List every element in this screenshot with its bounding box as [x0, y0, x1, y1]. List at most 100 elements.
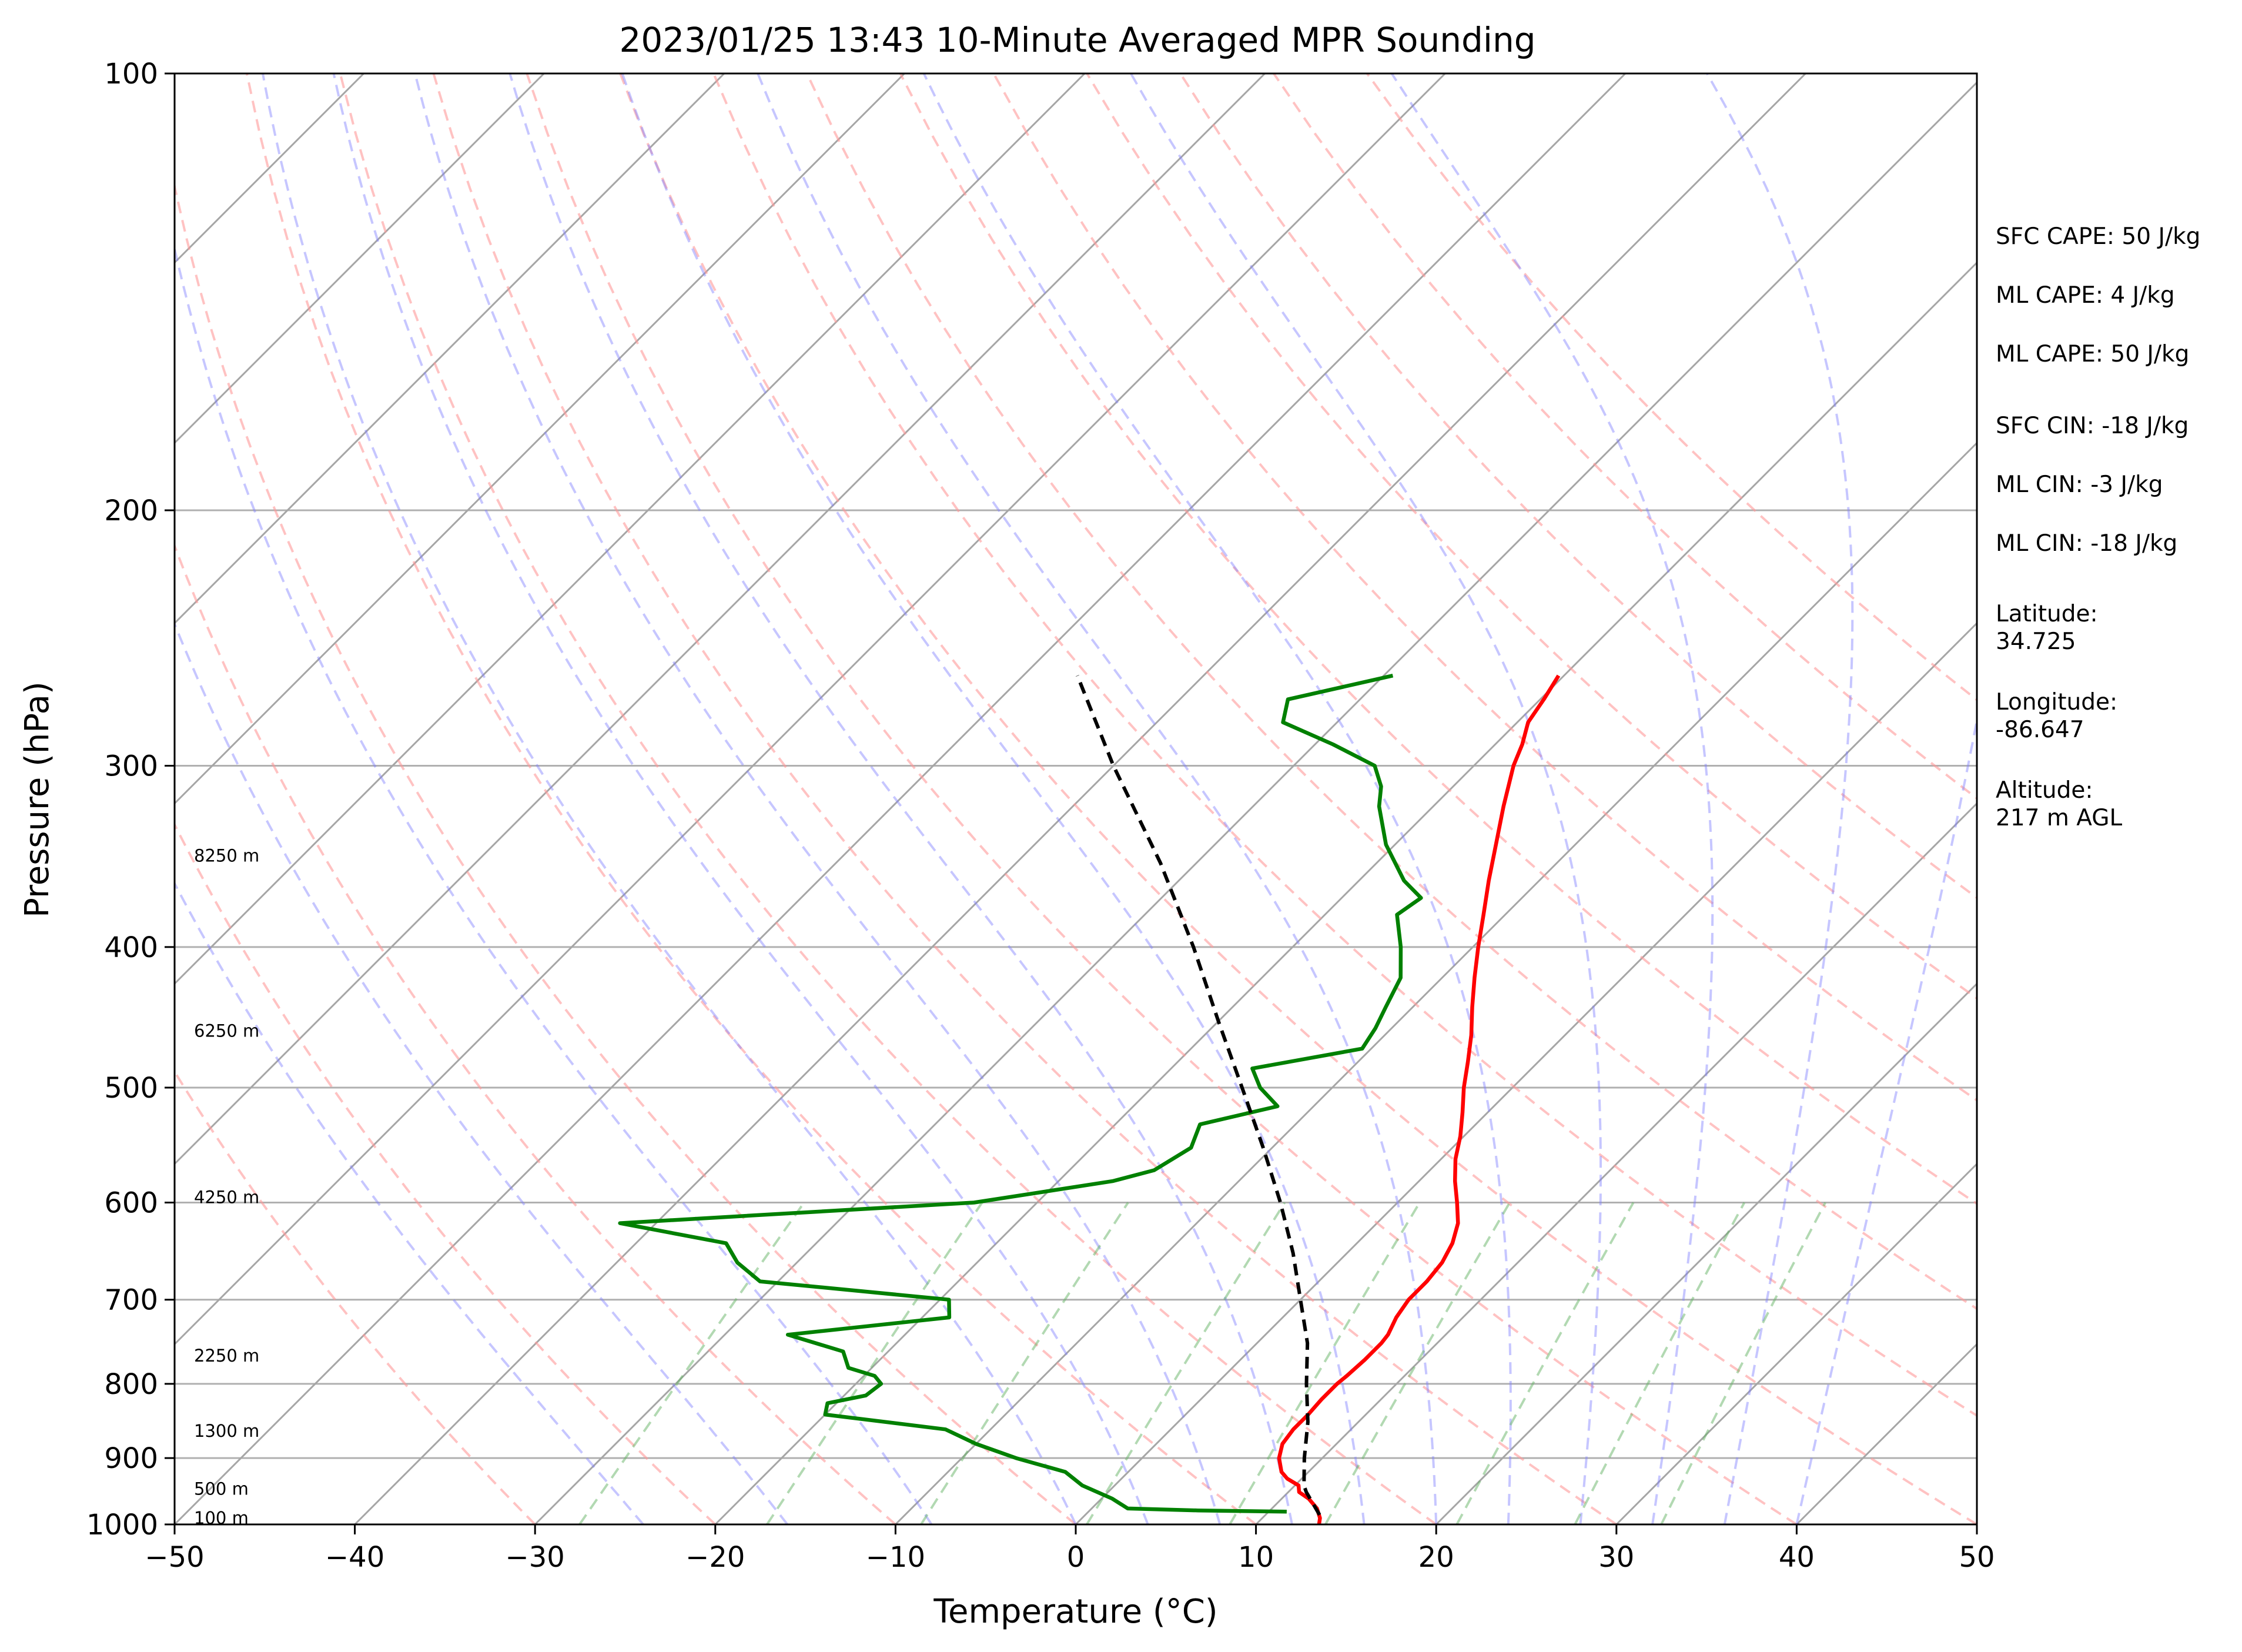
mixing-ratio-line: [766, 1202, 983, 1524]
x-tick-label: −50: [145, 1541, 204, 1574]
x-tick-label: 40: [1779, 1541, 1815, 1574]
height-labels: 100 m 500 m 1300 m 2250 m 4250 m 6250 m 8250 m: [194, 845, 259, 1524]
x-tick-label: 50: [1959, 1541, 1995, 1574]
x-tick-label: 10: [1238, 1541, 1274, 1574]
y-tick-label: 700: [104, 1284, 158, 1317]
height-label: 1300 m: [194, 1421, 259, 1441]
annotation-text: Altitude: 217 m AGL: [1996, 777, 2122, 831]
parcel-profile-line: [1076, 675, 1321, 1516]
mixing-ratio-line: [578, 1202, 805, 1524]
x-tick-label: 0: [1067, 1541, 1085, 1574]
plot-area: 100 m 500 m 1300 m 2250 m 4250 m 6250 m 8250 m: [175, 73, 1977, 1524]
annotation-text: SFC CIN: -18 J/kg: [1996, 413, 2189, 439]
temperature-profile-line: [1277, 674, 1561, 1524]
dry-adiabat: [245, 73, 1257, 1524]
sounding-series: [618, 674, 1561, 1524]
mixing-ratio-line: [1455, 1202, 1635, 1524]
dry-adiabat: [175, 822, 717, 1524]
y-tick-label: 400: [104, 931, 158, 964]
x-axis-label: Temperature (°C): [933, 1593, 1217, 1631]
isotherm-line: [1255, 802, 1977, 1524]
isotherm-line: [895, 442, 1977, 1524]
dry-adiabat: [1273, 73, 1977, 800]
dry-adiabat: [992, 73, 1977, 1102]
dewpoint-profile-line: [618, 674, 1423, 1514]
moist-adiabat: [175, 881, 644, 1524]
annotation-line: Longitude:: [1996, 689, 2117, 715]
y-tick-label: 900: [104, 1442, 158, 1475]
annotation-text: SFC CAPE: 50 J/kg: [1996, 223, 2200, 250]
moist-adiabat: [175, 243, 933, 1524]
x-axis-ticks: −50 −40 −30 −20 −10 0 10 20 30 40 50: [145, 1524, 1995, 1574]
annotation-line: 34.725: [1996, 628, 2076, 655]
dry-adiabat: [1179, 73, 1977, 899]
height-label: 4250 m: [194, 1188, 259, 1208]
moist-adiabat: [757, 73, 1438, 1524]
height-label: 6250 m: [194, 1021, 259, 1041]
moist-adiabat: [1706, 73, 1854, 1524]
isotherm-line: [714, 261, 1977, 1524]
isotherm-line: [175, 73, 545, 444]
dry-adiabat: [175, 543, 896, 1524]
annotation-line: Altitude:: [1996, 777, 2093, 804]
isotherm-line: [175, 73, 1627, 1524]
y-axis-label: Pressure (hPa): [18, 681, 56, 918]
x-tick-label: −20: [685, 1541, 745, 1574]
annotation-text: ML CIN: -18 J/kg: [1996, 530, 2177, 557]
isotherm-line: [1075, 621, 1977, 1524]
height-label: 500 m: [194, 1479, 249, 1499]
x-tick-label: 30: [1598, 1541, 1634, 1574]
y-tick-label: 1000: [86, 1509, 158, 1541]
x-tick-label: 20: [1418, 1541, 1454, 1574]
isotherm-line: [175, 73, 725, 625]
dry-adiabat: [805, 73, 1977, 1310]
isotherm-line: [1615, 1162, 1977, 1524]
mixing-ratio-line: [1324, 1202, 1511, 1524]
annotation-line: 217 m AGL: [1996, 805, 2122, 831]
dry-adiabat: [432, 73, 1617, 1524]
chart-title: 2023/01/25 13:43 10-Minute Averaged MPR …: [619, 20, 1535, 60]
annotation-text: Latitude: 34.725: [1996, 601, 2098, 655]
mixing-ratio-line: [920, 1202, 1129, 1524]
annotation-text: ML CAPE: 50 J/kg: [1996, 341, 2189, 367]
dry-adiabat: [175, 1069, 536, 1524]
isotherm-line: [1435, 982, 1977, 1524]
moist-adiabat: [922, 73, 1512, 1524]
moist-adiabat: [508, 73, 1293, 1524]
y-tick-label: 100: [104, 58, 158, 91]
moist-adiabat: [332, 73, 1149, 1524]
moist-adiabat: [262, 73, 1077, 1524]
y-tick-label: 200: [104, 494, 158, 527]
x-tick-label: −30: [506, 1541, 565, 1574]
height-label: 8250 m: [194, 845, 259, 865]
annotation-line: -86.647: [1996, 717, 2084, 743]
y-tick-label: 600: [104, 1186, 158, 1219]
dry-adiabat: [619, 73, 1977, 1524]
isotherm-line: [175, 73, 1446, 1346]
dry-adiabat: [712, 73, 1977, 1417]
x-tick-label: −40: [325, 1541, 384, 1574]
moist-adiabat: [1390, 73, 1714, 1524]
annotation-text: ML CAPE: 4 J/kg: [1996, 282, 2175, 309]
mixing-ratio-lines: [578, 1202, 1826, 1524]
x-tick-label: −10: [866, 1541, 925, 1574]
moist-adiabat: [1795, 714, 1977, 1524]
isotherm-line: [354, 73, 1806, 1524]
y-tick-label: 300: [104, 750, 158, 783]
y-axis-ticks: 1000 900 800 700 600 500 400 300 200 100: [86, 58, 175, 1541]
annotation-text: Longitude: -86.647: [1996, 689, 2117, 743]
annotation-line: Latitude:: [1996, 601, 2098, 627]
moist-adiabat: [1130, 73, 1602, 1524]
height-label: 2250 m: [194, 1346, 259, 1366]
pressure-gridlines: [175, 73, 1977, 1524]
moist-adiabat: [621, 73, 1366, 1524]
dry-adiabat: [899, 73, 1977, 1205]
sounding-annotations: SFC CAPE: 50 J/kg ML CAPE: 4 J/kg ML CAPE:…: [1996, 223, 2200, 831]
moist-adiabat-lines: [175, 73, 1977, 1524]
annotation-text: ML CIN: -3 J/kg: [1996, 471, 2163, 498]
isotherm-line: [175, 73, 905, 805]
mixing-ratio-line: [1574, 1202, 1746, 1524]
y-tick-label: 800: [104, 1368, 158, 1401]
